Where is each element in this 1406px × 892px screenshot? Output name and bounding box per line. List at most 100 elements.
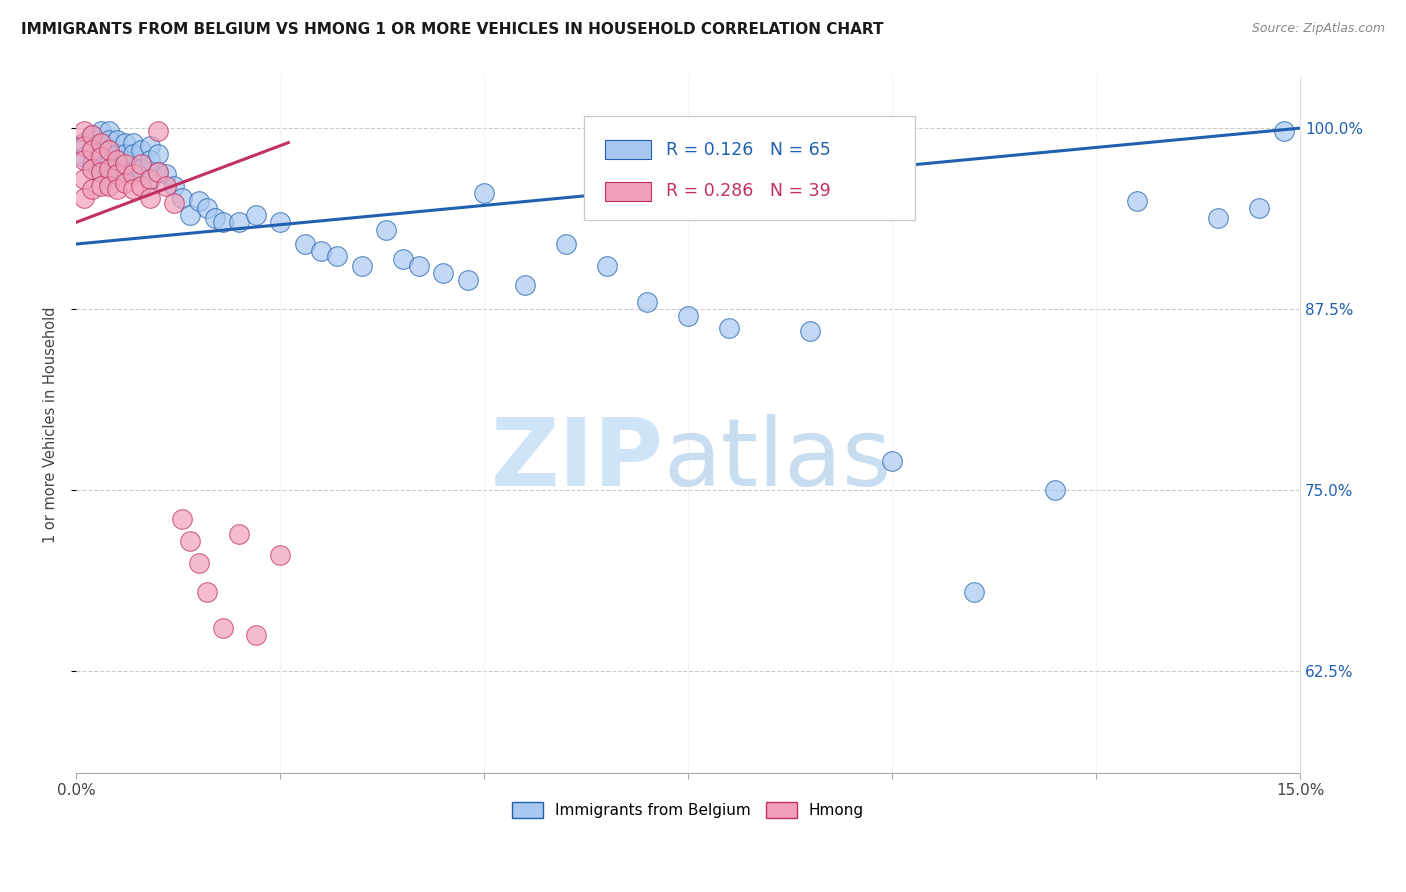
Point [138, 138, 160, 153]
Point [73, 171, 96, 186]
Text: atlas: atlas [664, 414, 891, 506]
Point [1126, 194, 1149, 208]
Point [82, 182, 104, 196]
FancyBboxPatch shape [605, 140, 651, 160]
Point [138, 191, 160, 205]
Point [457, 273, 479, 287]
Point [146, 147, 169, 161]
Point [408, 259, 430, 273]
Text: Source: ZipAtlas.com: Source: ZipAtlas.com [1251, 22, 1385, 36]
Point [82, 143, 104, 157]
Point [90, 179, 112, 194]
Point [595, 259, 617, 273]
Point [472, 186, 495, 201]
Point [105, 182, 128, 196]
Point [114, 161, 136, 176]
Point [1208, 211, 1230, 225]
Point [309, 244, 332, 259]
Point [73, 153, 96, 167]
Point [636, 295, 658, 310]
Point [131, 143, 153, 157]
Point [82, 157, 104, 171]
Point [114, 136, 136, 150]
Point [73, 191, 96, 205]
Point [350, 259, 373, 273]
Point [82, 143, 104, 157]
Point [138, 153, 160, 167]
Point [212, 215, 235, 229]
Point [138, 171, 160, 186]
Point [73, 150, 96, 164]
Point [212, 621, 235, 635]
Point [269, 215, 291, 229]
Point [155, 168, 177, 182]
Point [204, 211, 226, 225]
Point [228, 526, 250, 541]
Point [97, 143, 120, 157]
Point [155, 179, 177, 194]
Point [799, 324, 821, 338]
Point [179, 208, 201, 222]
Point [432, 266, 454, 280]
Legend: Immigrants from Belgium, Hmong: Immigrants from Belgium, Hmong [506, 796, 870, 824]
Point [513, 277, 536, 292]
Point [131, 161, 153, 176]
Point [97, 171, 120, 186]
Point [172, 512, 194, 526]
Point [195, 584, 218, 599]
Point [245, 208, 267, 222]
Point [195, 201, 218, 215]
Point [105, 147, 128, 161]
Point [146, 164, 169, 178]
FancyBboxPatch shape [605, 182, 651, 202]
Point [73, 124, 96, 138]
Point [90, 150, 112, 164]
Point [97, 157, 120, 171]
Point [97, 133, 120, 147]
Point [90, 124, 112, 138]
Point [269, 549, 291, 563]
Point [82, 128, 104, 143]
Point [122, 136, 145, 150]
Point [97, 161, 120, 176]
Point [122, 182, 145, 196]
Text: IMMIGRANTS FROM BELGIUM VS HMONG 1 OR MORE VEHICLES IN HOUSEHOLD CORRELATION CHA: IMMIGRANTS FROM BELGIUM VS HMONG 1 OR MO… [21, 22, 883, 37]
Point [114, 157, 136, 171]
Point [717, 321, 740, 335]
Point [187, 556, 209, 570]
Point [963, 584, 986, 599]
Point [187, 194, 209, 208]
Point [90, 164, 112, 178]
Point [146, 164, 169, 178]
Y-axis label: 1 or more Vehicles in Household: 1 or more Vehicles in Household [44, 307, 58, 543]
Point [82, 161, 104, 176]
Point [97, 179, 120, 194]
Point [375, 222, 398, 236]
Point [676, 310, 699, 324]
Point [228, 215, 250, 229]
Point [90, 136, 112, 150]
Point [1249, 201, 1271, 215]
Point [122, 168, 145, 182]
Point [326, 249, 349, 263]
Point [1045, 483, 1067, 498]
Point [90, 136, 112, 150]
Point [97, 124, 120, 138]
Point [82, 128, 104, 143]
Point [554, 237, 576, 252]
FancyBboxPatch shape [583, 116, 914, 220]
Text: R = 0.126   N = 65: R = 0.126 N = 65 [666, 141, 831, 159]
Point [73, 136, 96, 150]
Text: ZIP: ZIP [491, 414, 664, 506]
Point [163, 179, 186, 194]
Point [90, 147, 112, 161]
Point [131, 157, 153, 171]
Point [105, 161, 128, 176]
Point [73, 138, 96, 153]
Text: R = 0.286   N = 39: R = 0.286 N = 39 [666, 183, 831, 201]
Point [294, 237, 316, 252]
Point [172, 191, 194, 205]
Point [105, 133, 128, 147]
Point [97, 143, 120, 157]
Point [163, 196, 186, 211]
